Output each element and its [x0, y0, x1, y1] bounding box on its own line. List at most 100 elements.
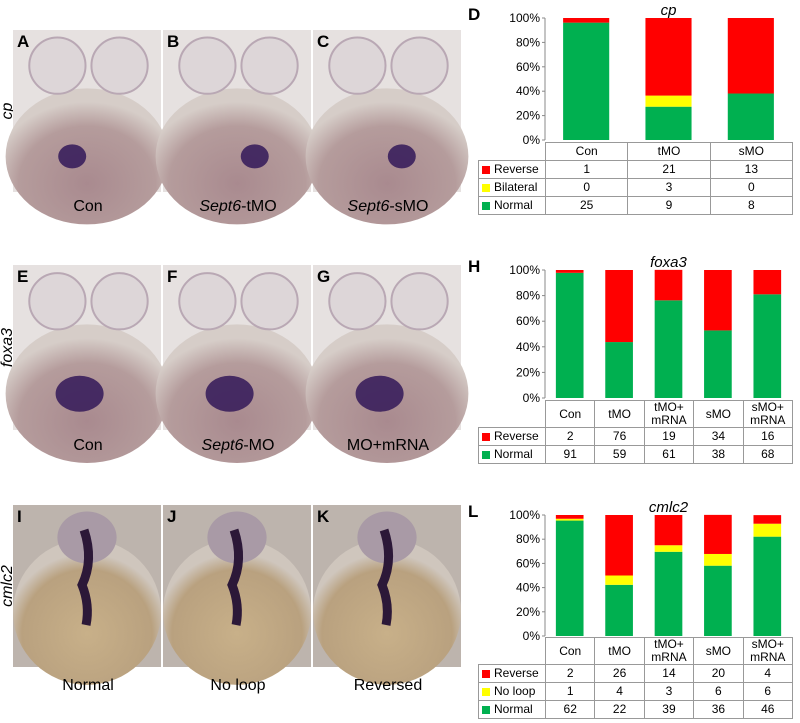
category-label: tMO	[594, 637, 645, 665]
caption: MO+mRNA	[313, 437, 463, 455]
bar-segment	[563, 22, 610, 140]
eye	[328, 272, 387, 331]
count-cell: 8	[709, 196, 793, 215]
caption-part: Normal	[62, 677, 114, 694]
bar-segment	[654, 551, 683, 636]
legend-swatch	[482, 432, 490, 441]
eye	[390, 36, 449, 95]
y-tick-label: 20%	[516, 605, 540, 619]
y-tick-label: 60%	[516, 556, 540, 570]
header-row: Con tMO tMO+ mRNA sMO sMO+ mRNA	[478, 400, 793, 428]
legend-entry: Reverse	[478, 160, 546, 179]
bar-segment	[654, 269, 683, 301]
header-row: Con tMO sMO	[478, 142, 793, 161]
count-cell: 26	[594, 664, 645, 683]
count-cell: 13	[709, 160, 793, 179]
count-cell: 4	[594, 682, 645, 701]
caption-part: Con	[73, 198, 103, 215]
count-cell: 0	[709, 178, 793, 197]
bar-segment	[704, 553, 732, 566]
bar-segment	[645, 95, 692, 107]
corner-cell	[478, 637, 546, 665]
eye	[178, 36, 237, 95]
stain	[355, 375, 404, 412]
legend-swatch	[482, 705, 490, 714]
panel-letter: E	[17, 267, 28, 286]
legend-swatch	[482, 201, 490, 210]
stain	[240, 144, 269, 169]
y-tick-label: 40%	[516, 581, 540, 595]
caption-part: Sept6	[347, 198, 390, 215]
count-cell: 1	[544, 682, 596, 701]
stain	[227, 528, 244, 626]
chart-title: foxa3	[650, 254, 687, 271]
stain	[387, 144, 416, 169]
photo	[5, 30, 169, 225]
corner-cell	[478, 400, 546, 428]
caption-part: Sept6	[201, 437, 244, 454]
bar-segment	[704, 330, 732, 398]
legend-entry: Reverse	[478, 664, 546, 683]
stain	[377, 528, 394, 626]
bar-segment	[605, 515, 633, 576]
y-tick-label: 40%	[516, 340, 540, 354]
count-cell: 62	[544, 700, 596, 719]
legend-swatch	[482, 687, 490, 696]
legend-label: No loop	[494, 684, 536, 698]
bar-segment	[555, 515, 584, 519]
bar-segment	[555, 520, 584, 636]
count-cell: 4	[742, 664, 793, 683]
eye	[90, 36, 149, 95]
count-cell: 20	[693, 664, 744, 683]
bar-segment	[704, 565, 732, 636]
count-cell: 91	[544, 445, 596, 464]
panel-letter: I	[17, 507, 22, 526]
legend-swatch	[482, 165, 490, 174]
yolk	[5, 88, 169, 225]
category-label: tMO+ mRNA	[643, 637, 695, 665]
caption: Normal	[13, 677, 163, 695]
panel-letter: G	[317, 267, 330, 286]
caption-part: Reversed	[353, 677, 423, 694]
count-cell: 46	[742, 700, 793, 719]
bar-segment	[555, 270, 584, 273]
count-cell: 3	[643, 682, 695, 701]
caption-part: -MO	[243, 437, 275, 454]
count-cell: 68	[742, 445, 793, 464]
caption-part: -tMO	[241, 198, 277, 215]
category-label: tMO	[594, 400, 645, 428]
eye	[28, 272, 87, 331]
count-cell: 39	[643, 700, 695, 719]
legend-label: Normal	[494, 198, 533, 212]
legend-entry: No loop	[478, 682, 546, 701]
eye	[240, 272, 299, 331]
legend-entry: Normal	[478, 196, 546, 215]
count-cell: 16	[742, 427, 793, 446]
category-label: Con	[544, 142, 629, 161]
legend-label: Reverse	[494, 162, 539, 176]
category-label: sMO	[693, 400, 744, 428]
eye	[328, 36, 387, 95]
count-cell: 3	[627, 178, 711, 197]
count-cell: 22	[594, 700, 645, 719]
y-tick-label: 20%	[516, 109, 540, 123]
panel-letter: B	[167, 32, 179, 51]
caption-part: Sept6	[199, 198, 242, 215]
bar-segment	[727, 93, 774, 140]
bar-segment	[704, 514, 732, 554]
legend-entry: Normal	[478, 700, 546, 719]
category-label: tMO+ mRNA	[643, 400, 695, 428]
caption-part: MO+mRNA	[346, 437, 430, 454]
yolk	[155, 88, 319, 225]
bar-segment	[605, 342, 633, 398]
data-row: Reverse 2 26 14 20 4	[478, 664, 793, 683]
bar-segment	[654, 545, 683, 552]
y-tick-label: 80%	[516, 289, 540, 303]
caption: Sept6-sMO	[313, 198, 463, 216]
stain	[55, 375, 104, 412]
y-tick-label: 20%	[516, 365, 540, 379]
chart-title: cp	[661, 2, 677, 19]
legend-entry: Reverse	[478, 427, 546, 446]
